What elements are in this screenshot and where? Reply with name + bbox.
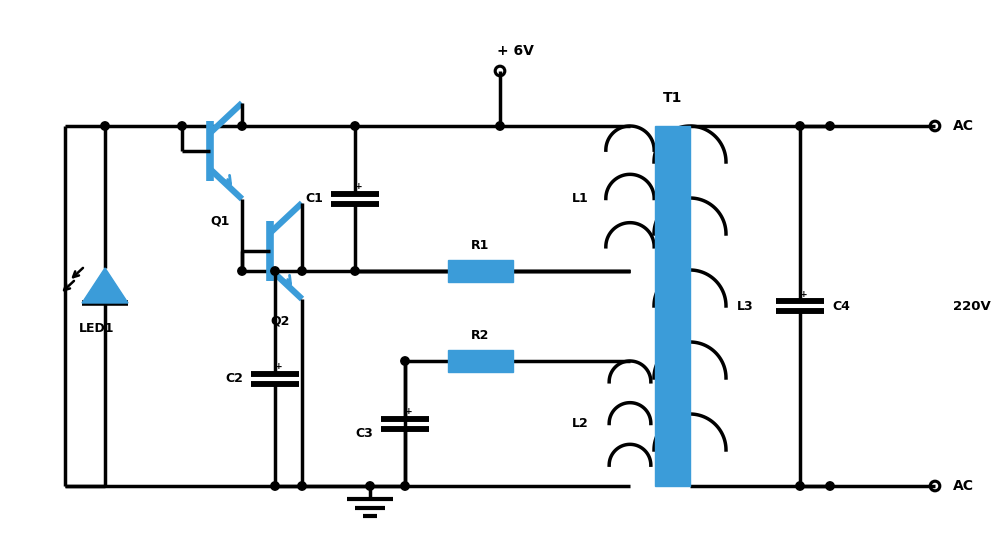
Circle shape bbox=[238, 122, 246, 130]
Circle shape bbox=[496, 122, 504, 130]
Text: AC: AC bbox=[953, 479, 974, 493]
Circle shape bbox=[366, 482, 374, 490]
Text: +: + bbox=[275, 362, 283, 371]
Text: R1: R1 bbox=[471, 239, 489, 252]
Text: LED1: LED1 bbox=[79, 321, 115, 335]
Text: C4: C4 bbox=[832, 300, 850, 312]
Circle shape bbox=[351, 267, 359, 275]
Circle shape bbox=[101, 122, 109, 130]
Circle shape bbox=[401, 482, 409, 490]
Text: L2: L2 bbox=[572, 417, 588, 430]
Circle shape bbox=[178, 122, 186, 130]
Circle shape bbox=[271, 482, 279, 490]
Circle shape bbox=[401, 357, 409, 365]
Text: +: + bbox=[355, 182, 363, 191]
Text: 220V: 220V bbox=[953, 300, 991, 312]
Polygon shape bbox=[82, 268, 128, 303]
Text: +: + bbox=[405, 407, 413, 416]
Text: +: + bbox=[800, 290, 808, 299]
Circle shape bbox=[271, 267, 279, 275]
Text: + 6V: + 6V bbox=[497, 44, 533, 58]
Text: L3: L3 bbox=[737, 300, 753, 312]
Text: Q1: Q1 bbox=[210, 215, 230, 227]
Bar bbox=[448, 260, 512, 282]
Text: T1: T1 bbox=[663, 91, 682, 105]
Circle shape bbox=[826, 482, 834, 490]
Text: C3: C3 bbox=[355, 427, 373, 440]
Bar bbox=[448, 350, 512, 372]
Circle shape bbox=[826, 122, 834, 130]
Circle shape bbox=[298, 267, 306, 275]
Text: R2: R2 bbox=[471, 329, 489, 342]
Text: AC: AC bbox=[953, 119, 974, 133]
Circle shape bbox=[351, 122, 359, 130]
Circle shape bbox=[796, 482, 804, 490]
Text: Q2: Q2 bbox=[270, 315, 290, 327]
Text: C2: C2 bbox=[225, 372, 243, 385]
Bar bbox=[655, 126, 690, 486]
Circle shape bbox=[298, 482, 306, 490]
Circle shape bbox=[796, 122, 804, 130]
Text: L1: L1 bbox=[572, 192, 588, 205]
Circle shape bbox=[238, 267, 246, 275]
Text: C1: C1 bbox=[305, 192, 323, 205]
